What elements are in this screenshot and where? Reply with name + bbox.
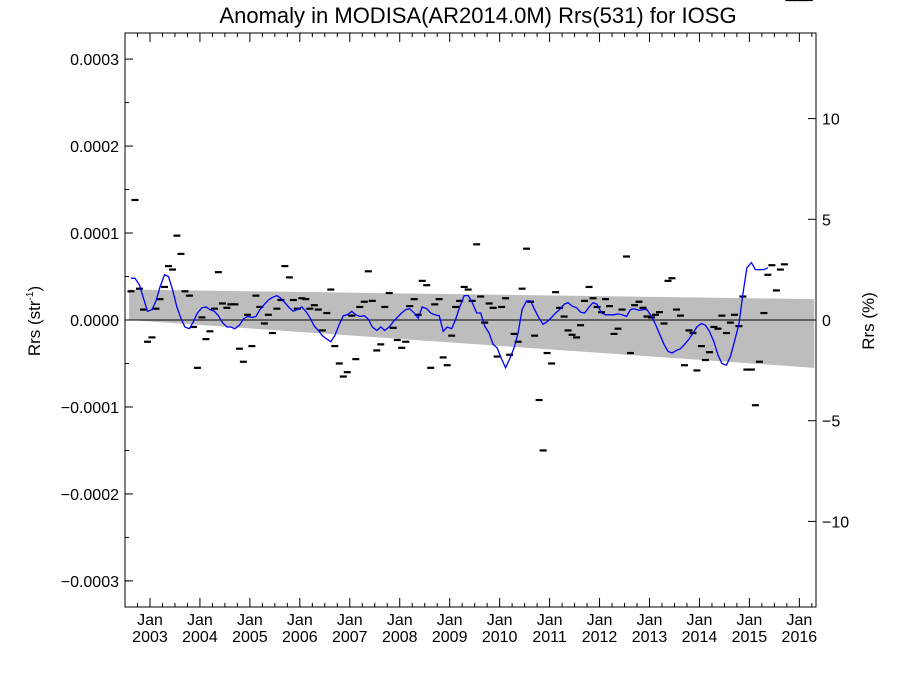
right-axis-title: Rrs (%) — [859, 292, 878, 350]
x-tick-year: 2016 — [782, 629, 818, 646]
plot-area: −0.0003 −0.0002 −0.0001 0.0000 0.0001 0.0002 0… — [61, 0, 849, 646]
chart-title: Anomaly in MODISA(AR2014.0M) Rrs(531) fo… — [219, 3, 736, 28]
left-axis-title-close: ) — [25, 286, 44, 292]
left-tick-label: 0.0002 — [70, 139, 119, 156]
x-tick-month: Jan — [736, 612, 762, 629]
x-tick-year: 2015 — [732, 629, 768, 646]
x-tick-year: 2014 — [682, 629, 718, 646]
x-tick-month: Jan — [137, 612, 163, 629]
right-tick-label: −10 — [822, 514, 849, 531]
x-tick-month: Jan — [187, 612, 213, 629]
x-tick-year: 2008 — [382, 629, 418, 646]
x-tick-year: 2011 — [532, 629, 567, 646]
x-tick-month: Jan — [237, 612, 263, 629]
right-tick-label: 10 — [822, 112, 840, 129]
x-tick-year: 2010 — [482, 629, 518, 646]
left-axis-title-text: Rrs (str-1) — [25, 286, 44, 356]
x-tick-year: 2012 — [582, 629, 618, 646]
x-tick-year: 2003 — [132, 629, 168, 646]
right-axis-title-text: Rrs (%) — [859, 292, 878, 350]
left-tick-label: −0.0001 — [61, 400, 119, 417]
x-tick-year: 2013 — [632, 629, 668, 646]
left-axis-title: Rrs (str-1) — [25, 286, 44, 356]
x-tick-month: Jan — [387, 612, 413, 629]
x-tick-year: 2004 — [182, 629, 218, 646]
left-tick-label: 0.0003 — [70, 52, 119, 69]
left-tick-label: −0.0002 — [61, 487, 119, 504]
right-tick-label: 0 — [822, 313, 831, 330]
x-tick-month: Jan — [287, 612, 313, 629]
left-tick-label: 0.0000 — [70, 313, 119, 330]
smoothed-series-line — [131, 261, 769, 370]
left-axis-title-superscript: -1 — [25, 291, 36, 300]
x-tick-month: Jan — [337, 612, 363, 629]
right-tick-label: −5 — [822, 414, 840, 431]
x-tick-month: Jan — [537, 612, 563, 629]
x-tick-year: 2009 — [432, 629, 468, 646]
x-tick-month: Jan — [587, 612, 613, 629]
right-tick-label: 5 — [822, 212, 831, 229]
x-tick-month: Jan — [487, 612, 513, 629]
x-tick-month: Jan — [786, 612, 812, 629]
x-tick-month: Jan — [637, 612, 663, 629]
left-axis-title-main: Rrs (str — [25, 300, 44, 356]
x-tick-month: Jan — [437, 612, 463, 629]
x-tick-year: 2006 — [282, 629, 318, 646]
left-tick-label: 0.0001 — [70, 226, 119, 243]
left-tick-label: −0.0003 — [61, 574, 119, 591]
x-tick-year: 2007 — [332, 629, 368, 646]
x-tick-year: 2005 — [232, 629, 268, 646]
x-tick-month: Jan — [687, 612, 713, 629]
